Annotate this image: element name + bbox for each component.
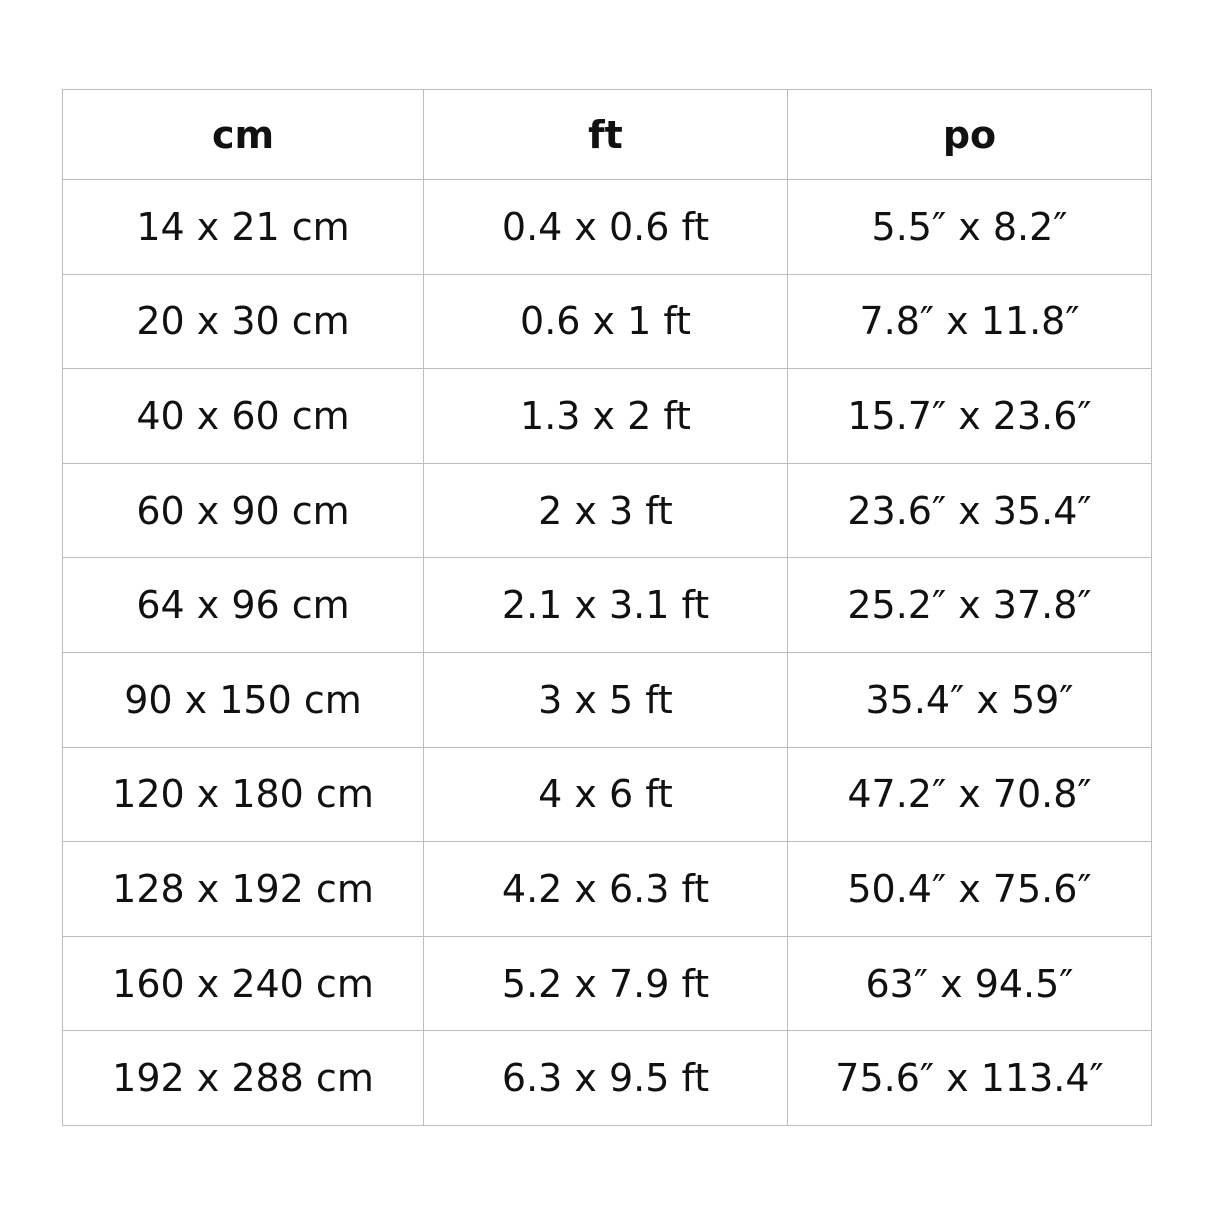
- cell-cm: 20 x 30 cm: [62, 273, 424, 370]
- cell-cm: 64 x 96 cm: [62, 557, 424, 653]
- cell-cm: 40 x 60 cm: [62, 368, 424, 464]
- cell-cm: 14 x 21 cm: [62, 179, 424, 275]
- cell-ft: 2.1 x 3.1 ft: [423, 557, 788, 653]
- cell-po: 47.2″ x 70.8″: [787, 746, 1152, 843]
- cell-ft: 0.4 x 0.6 ft: [423, 179, 788, 275]
- cell-po: 50.4″ x 75.6″: [787, 841, 1152, 937]
- cell-po: 75.6″ x 113.4″: [787, 1030, 1152, 1126]
- header-cm: cm: [62, 89, 424, 180]
- header-row: cm ft po: [62, 89, 1152, 180]
- cell-ft: 4.2 x 6.3 ft: [423, 841, 788, 937]
- table-row: 90 x 150 cm 3 x 5 ft 35.4″ x 59″: [62, 651, 1152, 748]
- cell-po: 35.4″ x 59″: [787, 651, 1152, 748]
- header-po: po: [787, 89, 1152, 180]
- table-row: 60 x 90 cm 2 x 3 ft 23.6″ x 35.4″: [62, 462, 1152, 559]
- table-row: 14 x 21 cm 0.4 x 0.6 ft 5.5″ x 8.2″: [62, 179, 1152, 275]
- cell-po: 7.8″ x 11.8″: [787, 273, 1152, 370]
- cell-po: 23.6″ x 35.4″: [787, 462, 1152, 559]
- cell-ft: 3 x 5 ft: [423, 651, 788, 748]
- size-conversion-table: cm ft po 14 x 21 cm 0.4 x 0.6 ft 5.5″ x 8.…: [62, 89, 1152, 1126]
- cell-ft: 6.3 x 9.5 ft: [423, 1030, 788, 1126]
- cell-po: 63″ x 94.5″: [787, 935, 1152, 1032]
- cell-ft: 4 x 6 ft: [423, 746, 788, 843]
- cell-po: 15.7″ x 23.6″: [787, 368, 1152, 464]
- cell-cm: 60 x 90 cm: [62, 462, 424, 559]
- cell-ft: 2 x 3 ft: [423, 462, 788, 559]
- cell-cm: 160 x 240 cm: [62, 935, 424, 1032]
- cell-ft: 5.2 x 7.9 ft: [423, 935, 788, 1032]
- table-row: 120 x 180 cm 4 x 6 ft 47.2″ x 70.8″: [62, 746, 1152, 843]
- table-row: 160 x 240 cm 5.2 x 7.9 ft 63″ x 94.5″: [62, 935, 1152, 1032]
- table-row: 64 x 96 cm 2.1 x 3.1 ft 25.2″ x 37.8″: [62, 557, 1152, 653]
- cell-cm: 192 x 288 cm: [62, 1030, 424, 1126]
- cell-po: 25.2″ x 37.8″: [787, 557, 1152, 653]
- cell-cm: 90 x 150 cm: [62, 651, 424, 748]
- table-row: 40 x 60 cm 1.3 x 2 ft 15.7″ x 23.6″: [62, 368, 1152, 464]
- cell-ft: 0.6 x 1 ft: [423, 273, 788, 370]
- cell-ft: 1.3 x 2 ft: [423, 368, 788, 464]
- cell-cm: 128 x 192 cm: [62, 841, 424, 937]
- cell-po: 5.5″ x 8.2″: [787, 179, 1152, 275]
- table-row: 192 x 288 cm 6.3 x 9.5 ft 75.6″ x 113.4″: [62, 1030, 1152, 1126]
- header-ft: ft: [423, 89, 788, 180]
- table-row: 128 x 192 cm 4.2 x 6.3 ft 50.4″ x 75.6″: [62, 841, 1152, 937]
- table-row: 20 x 30 cm 0.6 x 1 ft 7.8″ x 11.8″: [62, 273, 1152, 370]
- cell-cm: 120 x 180 cm: [62, 746, 424, 843]
